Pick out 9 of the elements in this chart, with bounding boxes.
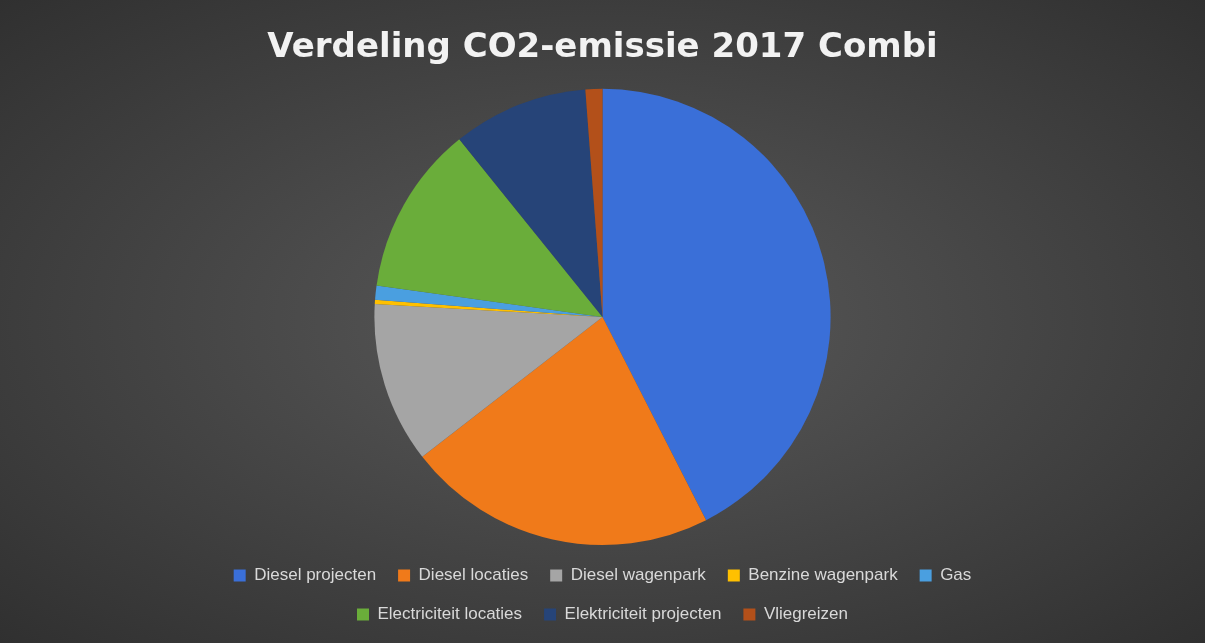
legend-label: Gas [940, 565, 972, 585]
legend-label: Elektriciteit projecten [564, 604, 722, 624]
legend-label: Diesel locaties [418, 565, 529, 585]
legend-label: Diesel wagenpark [570, 565, 707, 585]
legend-label: Benzine wagenpark [748, 565, 899, 585]
legend-label: Vliegreizen [763, 604, 848, 624]
chart-title: Verdeling CO2-emissie 2017 Combi [267, 25, 938, 66]
legend-label: Diesel projecten [254, 565, 377, 585]
legend-label: Electriciteit locaties [377, 604, 523, 624]
